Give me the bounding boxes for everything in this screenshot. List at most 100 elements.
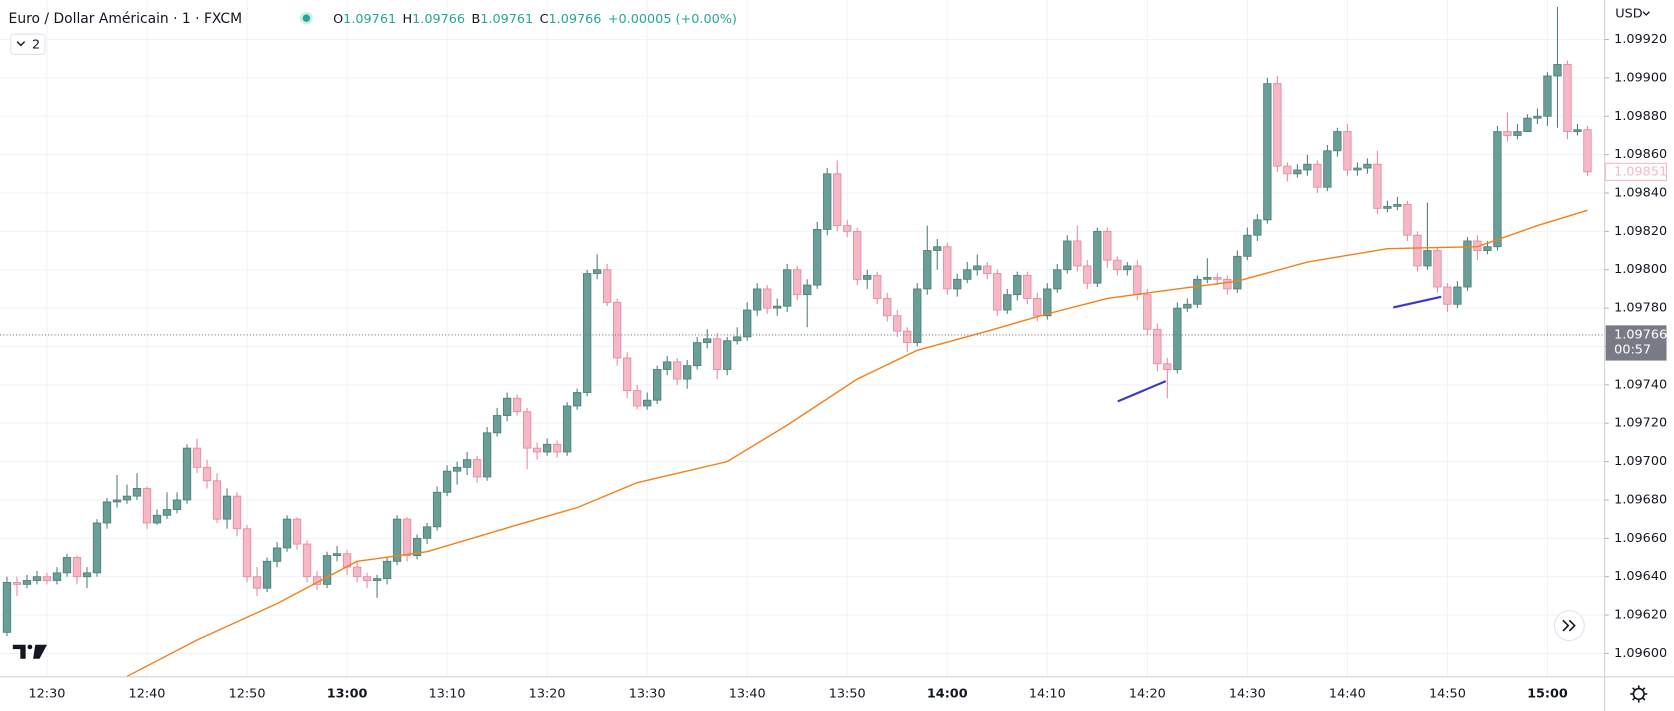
candle-body bbox=[803, 284, 812, 296]
candle-body bbox=[1163, 363, 1172, 370]
close-marker-label: 1.09851 bbox=[1614, 164, 1667, 179]
candle-body bbox=[1093, 230, 1102, 284]
candle-body bbox=[52, 572, 62, 581]
candle-body bbox=[1323, 150, 1332, 188]
indicators-toggle[interactable] bbox=[10, 33, 46, 55]
candle-body bbox=[813, 229, 822, 286]
y-tick-label: 1.09800 bbox=[1614, 262, 1667, 277]
y-tick-label: 1.09880 bbox=[1614, 109, 1667, 124]
candle-body bbox=[322, 555, 332, 585]
scroll-icon bbox=[1562, 619, 1576, 632]
candle-body bbox=[1293, 169, 1302, 175]
candle-body bbox=[783, 269, 792, 307]
candle-body bbox=[863, 275, 872, 280]
candle-body bbox=[963, 269, 972, 280]
candle-body bbox=[1123, 265, 1132, 271]
candle-body bbox=[1573, 129, 1582, 133]
candle-body bbox=[222, 495, 232, 520]
candle-body bbox=[292, 518, 302, 545]
candle-body bbox=[152, 514, 162, 524]
status-dot bbox=[302, 14, 311, 22]
x-tick-label: 13:30 bbox=[629, 686, 666, 701]
ohlc-key: C bbox=[540, 12, 549, 27]
symbol-title: Euro / Dollar Américain · 1 · FXCM bbox=[9, 11, 243, 27]
candle-body bbox=[673, 361, 682, 380]
countdown: 00:57 bbox=[1614, 342, 1651, 357]
candle-body bbox=[1433, 250, 1442, 288]
candle-body bbox=[572, 392, 582, 407]
candle-body bbox=[1053, 269, 1062, 290]
candle-body bbox=[763, 288, 772, 309]
candle-body bbox=[102, 501, 112, 524]
candle-body bbox=[1233, 255, 1242, 290]
candle-body bbox=[1023, 275, 1032, 299]
candle-body bbox=[1443, 286, 1452, 305]
candle-body bbox=[452, 466, 462, 472]
candle-body bbox=[943, 246, 952, 290]
candle-body bbox=[953, 278, 962, 290]
settings-button[interactable] bbox=[1630, 685, 1648, 703]
candle-body bbox=[1523, 117, 1532, 133]
x-tick-label: 12:30 bbox=[29, 686, 66, 701]
y-tick-label: 1.09740 bbox=[1614, 377, 1667, 392]
candle-body bbox=[1083, 265, 1092, 284]
candle-body bbox=[122, 495, 132, 501]
y-tick-label: 1.09680 bbox=[1614, 492, 1667, 507]
candle-body bbox=[743, 309, 752, 338]
candle-body bbox=[1373, 163, 1382, 209]
x-tick-label: 14:30 bbox=[1229, 686, 1266, 701]
candle-body bbox=[793, 269, 802, 296]
candle-body bbox=[1103, 230, 1112, 261]
ohlc-values: O1.09761 H1.09766 B1.09761 C1.09766 +0.00005… bbox=[333, 12, 737, 27]
currency[interactable]: USD bbox=[1615, 6, 1642, 21]
candle-body bbox=[1043, 288, 1052, 317]
moving-average-line bbox=[126, 209, 1588, 678]
x-tick-label: 13:50 bbox=[829, 686, 866, 701]
candle-body bbox=[853, 230, 862, 280]
candle-body bbox=[242, 528, 252, 578]
candle-body bbox=[663, 361, 672, 370]
candle-body bbox=[282, 518, 292, 549]
candle-body bbox=[402, 518, 412, 557]
x-tick-label: 14:10 bbox=[1029, 686, 1066, 701]
gear-teeth bbox=[1630, 685, 1648, 703]
candle-body bbox=[1543, 75, 1552, 117]
ohlc-value: 1.09761 bbox=[343, 12, 396, 27]
currency-chevron bbox=[1642, 11, 1650, 16]
candle-body bbox=[653, 369, 662, 401]
chevron-icon bbox=[16, 41, 26, 47]
candle-body bbox=[1283, 165, 1292, 175]
ohlc-value: 1.09766 bbox=[549, 12, 602, 27]
trend-line bbox=[1117, 380, 1167, 403]
candle-body bbox=[833, 173, 842, 227]
candle-body bbox=[1303, 163, 1312, 171]
candle-body bbox=[1013, 275, 1022, 296]
candle-body bbox=[62, 557, 72, 574]
x-tick-label: 12:50 bbox=[229, 686, 266, 701]
candle-body bbox=[132, 488, 142, 497]
candle-body bbox=[582, 273, 592, 393]
candle-body bbox=[1273, 83, 1282, 167]
candle-body bbox=[422, 526, 432, 539]
ohlc-value: 1.09766 bbox=[412, 12, 465, 27]
candle-body bbox=[22, 580, 32, 585]
candle-body bbox=[1263, 83, 1272, 221]
candle-body bbox=[552, 443, 562, 453]
y-tick-label: 1.09860 bbox=[1614, 147, 1667, 162]
logo-part bbox=[12, 644, 26, 659]
candle-body bbox=[492, 415, 502, 434]
candle-body bbox=[873, 275, 882, 299]
candle-body bbox=[522, 411, 532, 449]
candle-body bbox=[592, 269, 602, 275]
candle-body bbox=[893, 315, 902, 332]
ohlc-value: 1.09761 bbox=[480, 12, 533, 27]
candle-body bbox=[42, 576, 52, 581]
candle-body bbox=[112, 499, 122, 503]
x-tick-label: 13:00 bbox=[327, 686, 368, 701]
y-tick-label: 1.09640 bbox=[1614, 569, 1667, 584]
candle-body bbox=[1363, 163, 1372, 169]
candle-body bbox=[632, 390, 642, 407]
candle-body bbox=[252, 576, 262, 589]
